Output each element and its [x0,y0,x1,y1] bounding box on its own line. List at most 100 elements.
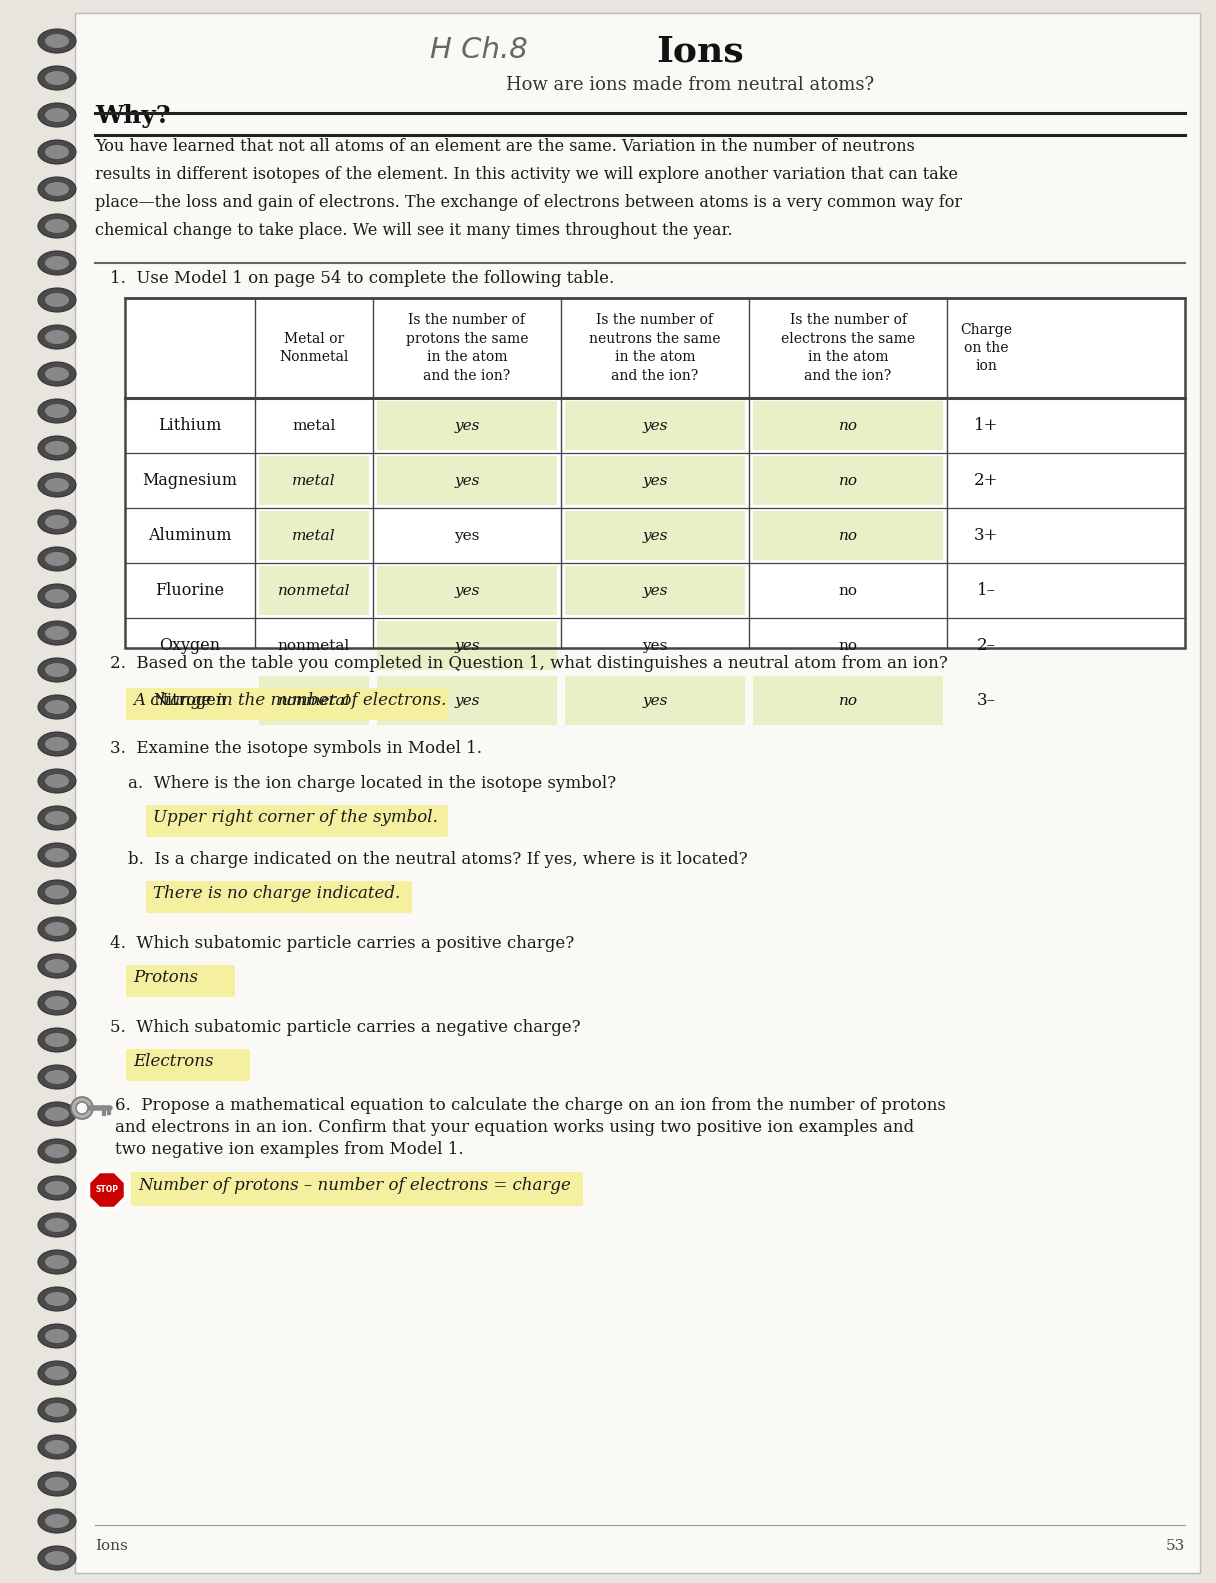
Ellipse shape [38,1065,75,1089]
Text: Fluorine: Fluorine [156,583,225,598]
Ellipse shape [38,28,75,52]
FancyBboxPatch shape [126,689,447,720]
Bar [565,567,745,616]
Ellipse shape [45,663,69,678]
Text: 3.  Examine the isotope symbols in Model 1.: 3. Examine the isotope symbols in Model … [109,739,482,757]
Bar [565,676,745,725]
Ellipse shape [45,1255,69,1270]
Ellipse shape [38,1251,75,1274]
Text: Protons: Protons [133,969,198,986]
Ellipse shape [38,66,75,90]
Ellipse shape [38,510,75,533]
Text: STOP: STOP [96,1186,118,1195]
FancyBboxPatch shape [131,1171,582,1206]
FancyBboxPatch shape [146,806,447,837]
Ellipse shape [38,177,75,201]
Text: 3–: 3– [976,692,996,709]
FancyBboxPatch shape [126,1050,250,1081]
Text: results in different isotopes of the element. In this activity we will explore a: results in different isotopes of the ele… [95,166,958,184]
Text: Ions: Ions [95,1539,128,1553]
Text: no: no [839,638,857,652]
Ellipse shape [38,584,75,608]
Text: H Ch.8: H Ch.8 [430,36,528,63]
Bar [125,298,1186,647]
Text: no: no [839,529,857,543]
Ellipse shape [38,955,75,978]
Bar [565,400,745,450]
Bar [565,456,745,505]
Ellipse shape [38,731,75,757]
Circle shape [71,1097,92,1119]
Ellipse shape [45,996,69,1010]
Ellipse shape [38,1509,75,1532]
Text: yes: yes [455,693,480,708]
Text: Is the number of
neutrons the same
in the atom
and the ion?: Is the number of neutrons the same in th… [590,313,721,383]
Ellipse shape [45,146,69,158]
Text: 2–: 2– [976,636,996,654]
Ellipse shape [38,1472,75,1496]
Ellipse shape [45,959,69,974]
Text: Metal or
Nonmetal: Metal or Nonmetal [280,332,349,364]
Bar [377,567,557,616]
Text: yes: yes [642,529,668,543]
Ellipse shape [38,103,75,127]
Text: yes: yes [642,693,668,708]
Ellipse shape [38,325,75,348]
Ellipse shape [38,1361,75,1385]
Text: How are ions made from neutral atoms?: How are ions made from neutral atoms? [506,76,874,93]
Ellipse shape [45,1330,69,1342]
Ellipse shape [38,991,75,1015]
Text: Electrons: Electrons [133,1053,214,1070]
Text: yes: yes [455,529,479,543]
Text: 1+: 1+ [974,416,998,434]
Text: no: no [839,584,857,597]
Bar [259,456,368,505]
Text: no: no [839,473,857,488]
Ellipse shape [38,399,75,423]
Text: yes: yes [455,584,480,597]
FancyBboxPatch shape [126,966,235,997]
Text: Why?: Why? [95,104,170,128]
Ellipse shape [38,880,75,904]
Ellipse shape [45,738,69,750]
Text: nonmetal: nonmetal [277,693,350,708]
Ellipse shape [38,363,75,386]
Bar [259,511,368,560]
Bar [753,511,942,560]
Ellipse shape [45,921,69,936]
Ellipse shape [38,621,75,644]
Ellipse shape [45,182,69,196]
Ellipse shape [38,1398,75,1422]
Text: Aluminum: Aluminum [148,527,232,545]
Ellipse shape [38,806,75,829]
Ellipse shape [38,214,75,237]
Ellipse shape [38,659,75,682]
Text: and electrons in an ion. Confirm that your equation works using two positive ion: and electrons in an ion. Confirm that yo… [116,1119,914,1137]
Text: yes: yes [642,473,668,488]
Bar [377,621,557,670]
Bar [753,400,942,450]
Bar [377,676,557,725]
Ellipse shape [45,1181,69,1195]
Ellipse shape [38,1176,75,1200]
Bar [377,400,557,450]
Ellipse shape [45,514,69,529]
Ellipse shape [45,774,69,788]
Text: 2+: 2+ [974,472,998,489]
Text: place—the loss and gain of electrons. The exchange of electrons between atoms is: place—the loss and gain of electrons. Th… [95,195,962,211]
Text: 2.  Based on the table you completed in Question 1, what distinguishes a neutral: 2. Based on the table you completed in Q… [109,655,947,673]
Text: nonmetal: nonmetal [277,584,350,597]
Text: Nitrogen: Nitrogen [153,692,226,709]
Ellipse shape [38,769,75,793]
Ellipse shape [38,1102,75,1126]
Text: 3+: 3+ [974,527,998,545]
Ellipse shape [45,478,69,492]
Ellipse shape [38,473,75,497]
Ellipse shape [38,1027,75,1053]
Text: 4.  Which subatomic particle carries a positive charge?: 4. Which subatomic particle carries a po… [109,936,574,951]
Text: There is no charge indicated.: There is no charge indicated. [153,885,400,902]
Ellipse shape [45,1034,69,1046]
Ellipse shape [38,1436,75,1460]
Ellipse shape [45,848,69,863]
Text: Is the number of
electrons the same
in the atom
and the ion?: Is the number of electrons the same in t… [781,313,916,383]
